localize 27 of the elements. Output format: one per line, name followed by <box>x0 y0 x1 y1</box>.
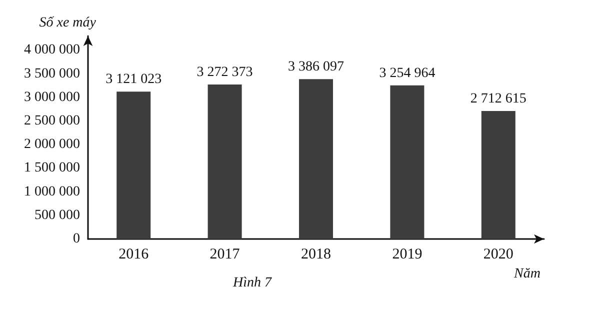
y-tick-label: 2 000 000 <box>24 137 80 152</box>
data-label: 3 254 964 <box>379 66 436 81</box>
bar <box>299 79 333 239</box>
bar <box>116 92 151 239</box>
bar <box>481 110 516 239</box>
y-tick-label: 0 <box>73 232 80 246</box>
y-tick-label: 3 500 000 <box>24 66 80 82</box>
data-label: 3 121 023 <box>106 72 162 88</box>
x-axis-title: Năm <box>513 266 540 282</box>
y-tick-label: 3 000 000 <box>24 90 80 105</box>
bar <box>390 85 424 239</box>
y-axis-title: Số xe máy <box>39 16 97 30</box>
x-tick-label: 2020 <box>483 246 514 262</box>
y-tick-label: 1 500 000 <box>24 160 80 176</box>
y-tick-label: 500 000 <box>34 208 80 223</box>
text: Hình 7 <box>232 276 272 290</box>
y-tick-label: 4 000 000 <box>24 42 80 58</box>
x-tick-label: 2018 <box>301 246 331 262</box>
data-label: 3 272 373 <box>196 65 253 80</box>
data-label: 2 712 615 <box>470 91 526 106</box>
x-tick-label: 2016 <box>118 246 150 262</box>
y-tick-label: 1 000 000 <box>24 184 80 200</box>
x-tick-label: 2019 <box>392 246 422 262</box>
data-label: 3 386 097 <box>288 60 344 75</box>
x-tick-label: 2017 <box>210 246 240 262</box>
bar <box>208 84 242 239</box>
y-tick-label: 2 500 000 <box>24 113 80 128</box>
